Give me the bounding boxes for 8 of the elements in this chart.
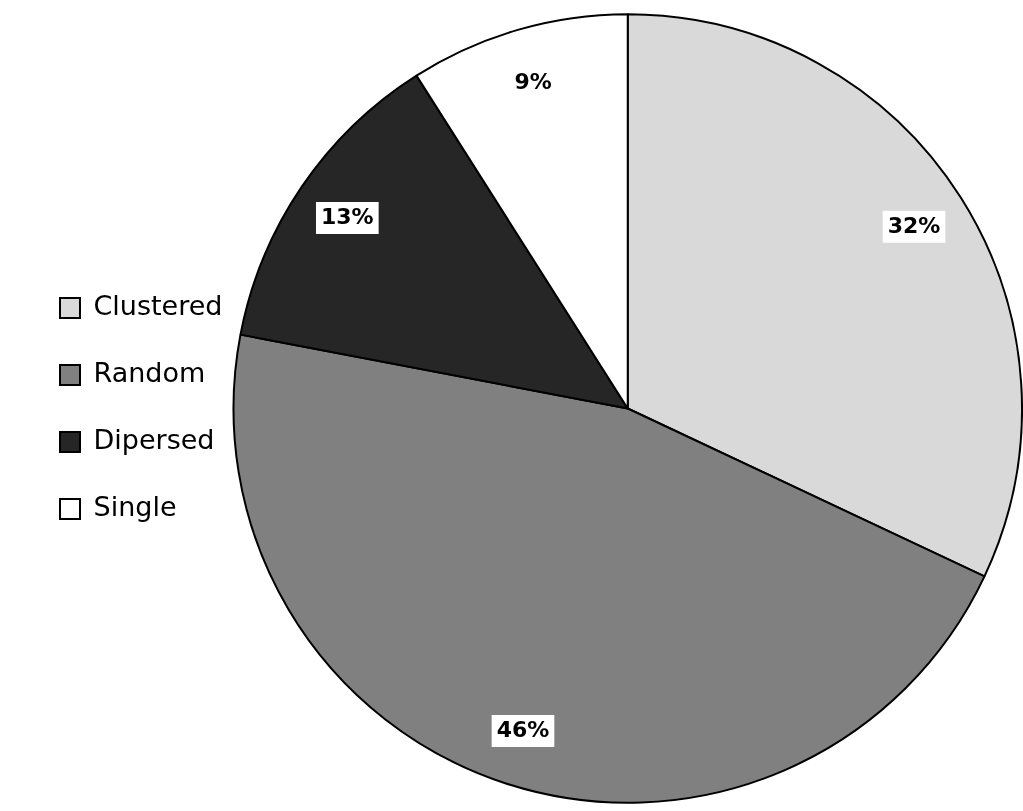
legend-label: Dipersed [93, 424, 215, 456]
legend-label: Clustered [93, 290, 223, 322]
data-label: 13% [320, 203, 374, 229]
data-label: 9% [514, 68, 552, 94]
legend-label: Random [93, 357, 206, 389]
legend-label: Single [93, 491, 177, 523]
data-label: 46% [496, 716, 550, 742]
data-label: 32% [887, 212, 941, 238]
